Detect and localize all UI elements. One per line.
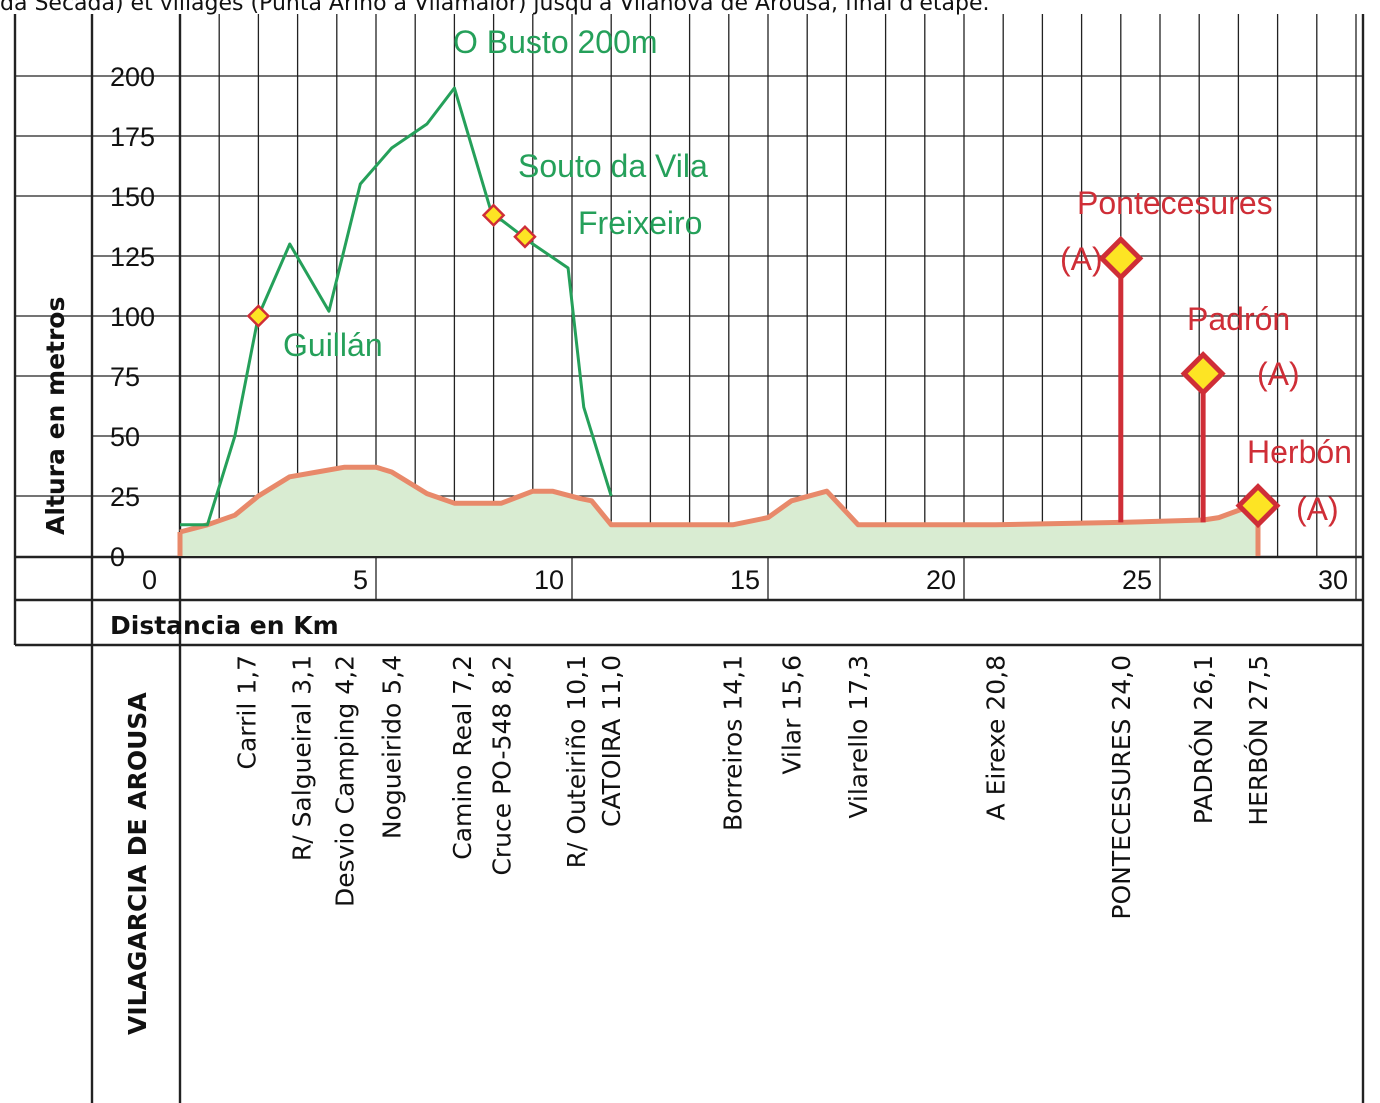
profile-area [177,464,1261,556]
annotation-pontecesures: Pontecesures [1077,185,1273,221]
place-label: R/ Salgueiral 3,1 [288,655,317,861]
y-tick-label: 100 [110,302,155,332]
y-tick-label: 200 [110,62,155,92]
y-axis-title: Altura en metros [41,297,70,535]
y-tick-label: 125 [110,242,155,272]
x-tick-label: 10 [534,565,564,595]
y-tick-label: 175 [110,122,155,152]
y-tick-label: 75 [110,362,140,392]
place-label: A Eirexe 20,8 [981,655,1010,820]
marker-green [513,225,537,249]
annotation-pontecesures-a: (A) [1060,241,1103,277]
marker-red [1180,351,1226,397]
series-line-alternate [180,86,613,527]
annotation-padron: Padrón [1187,301,1290,337]
series-line-main [179,464,1259,535]
x-tick-label: 5 [353,565,368,595]
place-label: PONTECESURES 24,0 [1107,655,1136,920]
y-tick-label: 50 [110,422,140,452]
annotation-freixeiro: Freixeiro [578,205,702,241]
annotation-padron-a: (A) [1257,356,1300,392]
route-start-label: VILAGARCIA DE AROUSA [123,692,152,1035]
y-tick-label: 25 [110,482,140,512]
waypoint-markers [246,203,1281,529]
place-label: Carril 1,7 [233,655,262,770]
place-label: R/ Outeiriño 10,1 [562,655,591,868]
marker-red [1235,483,1281,529]
marker-green [481,203,506,227]
annotation-herbon: Herbón [1247,434,1352,470]
annotation-souto-da-vila: Souto da Vila [518,148,708,184]
place-label: Borreiros 14,1 [719,655,748,831]
place-labels: Carril 1,7 R/ Salgueiral 3,1 Desvio Campin… [233,655,1273,920]
marker-red [1098,235,1144,281]
place-label: Desvio Camping 4,2 [331,655,360,907]
x-tick-label: 30 [1318,565,1348,595]
x-tick-label: 0 [142,565,157,595]
place-label: PADRÓN 26,1 [1188,655,1218,824]
grid [13,14,1365,1103]
annotation-guillan: Guillán [283,327,383,363]
page-caption: da Secada) et villages (Punta Arino à Vi… [0,0,990,16]
place-label: Nogueirido 5,4 [378,655,407,839]
y-tick-label: 150 [110,182,155,212]
place-label: Vilar 15,6 [778,655,807,775]
marker-green [246,304,271,328]
annotation-o-busto: O Busto 200m [453,24,658,60]
x-tick-label: 25 [1122,565,1152,595]
axis-ticks: 0 25 50 75 100 125 150 175 200 0 5 10 15 20 25 30 [110,62,1348,595]
x-tick-label: 20 [926,565,956,595]
profile-fill [180,467,1258,556]
place-label: HERBÓN 27,5 [1243,655,1273,826]
x-axis-title: Distancia en Km [110,611,339,640]
place-label: Cruce PO-548 8,2 [487,655,516,876]
annotation-herbon-a: (A) [1296,491,1339,527]
place-label: Camino Real 7,2 [448,655,477,860]
place-label: Vilarello 17,3 [844,655,873,819]
place-label: CATOIRA 11,0 [597,655,626,827]
series-lines [180,86,613,527]
x-tick-label: 15 [730,565,760,595]
y-tick-label: 0 [110,542,125,572]
